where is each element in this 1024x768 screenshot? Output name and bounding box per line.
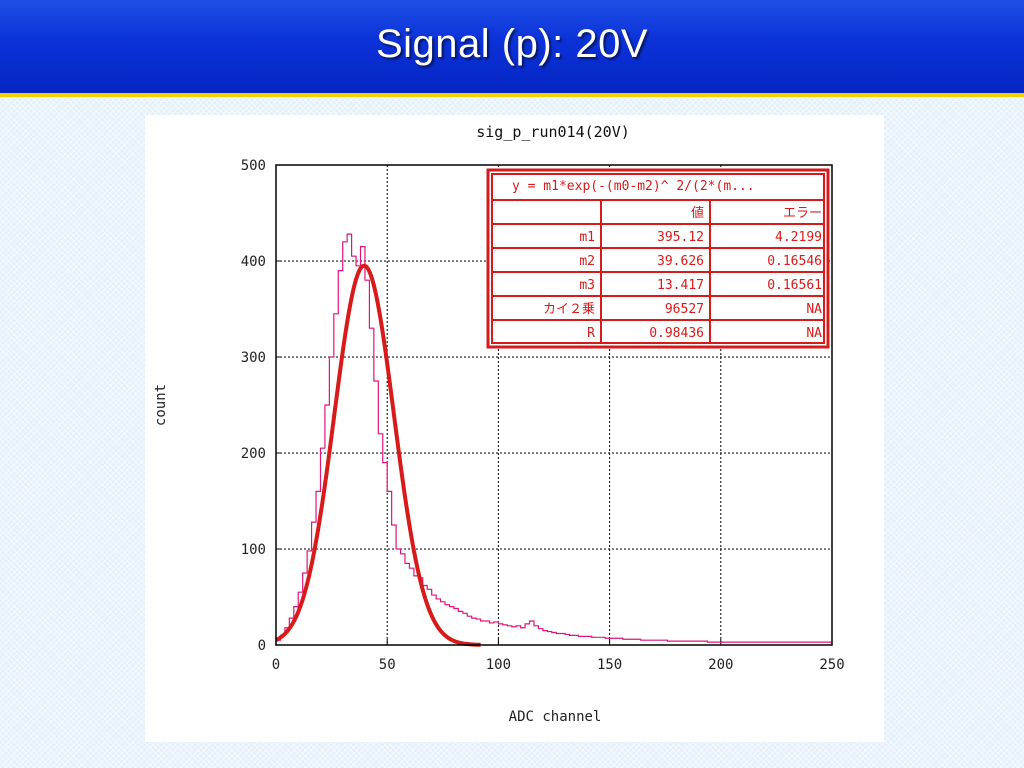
- fit-table-cell: m1: [579, 230, 595, 245]
- fit-table-cell: 4.2199: [775, 230, 822, 245]
- gaussian-fit-curve: [275, 263, 482, 647]
- chart: sig_p_run014(20V) count ADC channel 0 50 1…: [153, 123, 845, 725]
- fit-table-cell: 0.98436: [649, 326, 704, 341]
- x-tick-label: 50: [379, 657, 396, 673]
- slide-title: Signal (p): 20V: [375, 22, 649, 66]
- y-axis-label: count: [153, 384, 169, 426]
- fit-table-cell: m3: [579, 278, 595, 293]
- fit-table-cell: NA: [806, 302, 822, 317]
- y-tick-label: 500: [241, 158, 266, 174]
- fit-table-header: エラー: [783, 206, 822, 221]
- y-tick-label: 400: [241, 254, 266, 270]
- x-axis-label: ADC channel: [509, 709, 602, 725]
- slide-header: Signal (p): 20V: [0, 0, 1024, 97]
- histogram-series: [275, 233, 832, 645]
- fit-table-cell: 39.626: [657, 254, 704, 269]
- chart-title: sig_p_run014(20V): [476, 123, 630, 141]
- fit-table-cell: 13.417: [657, 278, 704, 293]
- x-tick-label: 0: [272, 657, 280, 673]
- y-tick-label: 0: [258, 638, 266, 654]
- y-tick-label: 300: [241, 350, 266, 366]
- fit-table-cell: 0.16561: [767, 278, 822, 293]
- x-tick-label: 100: [486, 657, 511, 673]
- fit-table-cell: R: [587, 326, 595, 341]
- chart-panel: sig_p_run014(20V) count ADC channel 0 50 1…: [145, 115, 884, 742]
- y-tick-label: 200: [241, 446, 266, 462]
- fit-table-cell: 395.12: [657, 230, 704, 245]
- fit-table-cell: 0.16546: [767, 254, 822, 269]
- fit-table-header: 値: [691, 205, 704, 221]
- x-tick-label: 150: [597, 657, 622, 673]
- fit-table-cell: 96527: [665, 302, 704, 317]
- fit-table-cell: カイ２乗: [543, 302, 595, 317]
- plot-frame: [275, 164, 833, 646]
- fit-table-cell: m2: [579, 254, 595, 269]
- x-tick-label: 200: [708, 657, 733, 673]
- y-tick-label: 100: [241, 542, 266, 558]
- fit-formula-label: y = m1*exp(-(m0-m2)^ 2/(2*(m...: [512, 179, 755, 194]
- fit-table-cell: NA: [806, 326, 822, 341]
- fit-table-inner-border: [491, 173, 825, 344]
- x-tick-label: 250: [819, 657, 844, 673]
